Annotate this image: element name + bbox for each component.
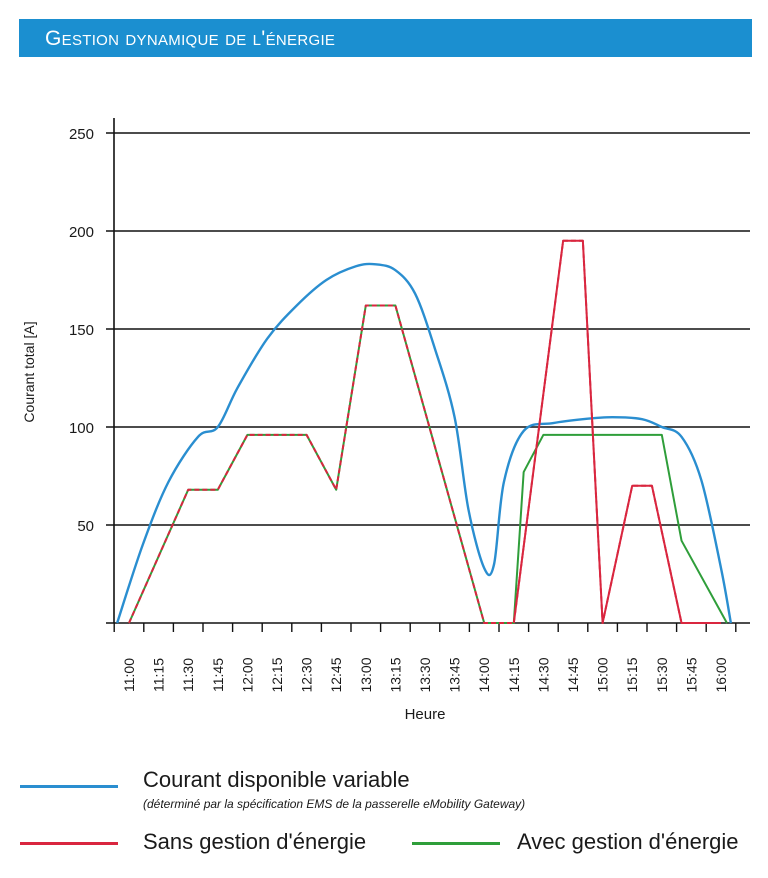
legend-label-with: Avec gestion d'énergie (517, 829, 739, 854)
x-tick-label: 15:45 (683, 657, 699, 692)
y-tick-label: 200 (69, 224, 94, 241)
x-tick-label: 13:15 (387, 657, 403, 692)
y-tick-label: 250 (69, 126, 94, 143)
x-tick-label: 15:15 (624, 657, 640, 692)
y-axis-title: Courant total [A] (21, 321, 37, 422)
legend-note-available: (déterminé par la spécification EMS de l… (143, 797, 526, 811)
x-tick-label: 14:45 (565, 657, 581, 692)
x-tick-label: 12:30 (299, 657, 315, 692)
x-tick-label: 12:00 (239, 657, 255, 692)
x-tick-label: 13:45 (447, 657, 463, 692)
page-title: Gestion dynamique de l'énergie (45, 27, 336, 50)
title-banner: Gestion dynamique de l'énergie (19, 19, 752, 57)
x-tick-label: 11:00 (121, 658, 137, 692)
legend-label-available: Courant disponible variable (143, 767, 410, 792)
x-tick-label: 12:45 (328, 657, 344, 692)
x-tick-label: 15:30 (654, 657, 670, 692)
energy-line-chart: 50 100 150 200 250 11:00 11:15 11:30 11:45 12:00 1… (21, 118, 750, 723)
x-tick-label: 16:00 (713, 657, 729, 692)
x-tick-label: 13:00 (358, 657, 374, 692)
series-line-with (128, 304, 728, 624)
legend-swatch-with (412, 842, 500, 845)
x-tick-label: 15:00 (595, 657, 611, 692)
legend-label-without: Sans gestion d'énergie (143, 829, 367, 854)
series-line-without-overlap (128, 239, 721, 624)
series-line-available (116, 262, 733, 624)
legend-swatch-available (20, 785, 118, 788)
y-tick-label: 100 (69, 420, 94, 437)
x-tick-label: 14:15 (506, 657, 522, 692)
x-tick-label: 14:00 (476, 657, 492, 692)
x-tick-label: 12:15 (269, 657, 285, 692)
x-tick-label: 11:15 (151, 658, 167, 692)
y-tick-label: 150 (69, 322, 94, 339)
y-tick-label: 50 (77, 518, 94, 535)
x-tick-label: 11:30 (180, 658, 196, 692)
series-line-without (512, 239, 721, 624)
legend-swatch-without (20, 842, 118, 845)
x-tick-label: 11:45 (210, 658, 226, 692)
x-tick-label: 13:30 (417, 657, 433, 692)
x-axis-title: Heure (405, 706, 446, 723)
x-tick-label: 14:30 (535, 657, 551, 692)
